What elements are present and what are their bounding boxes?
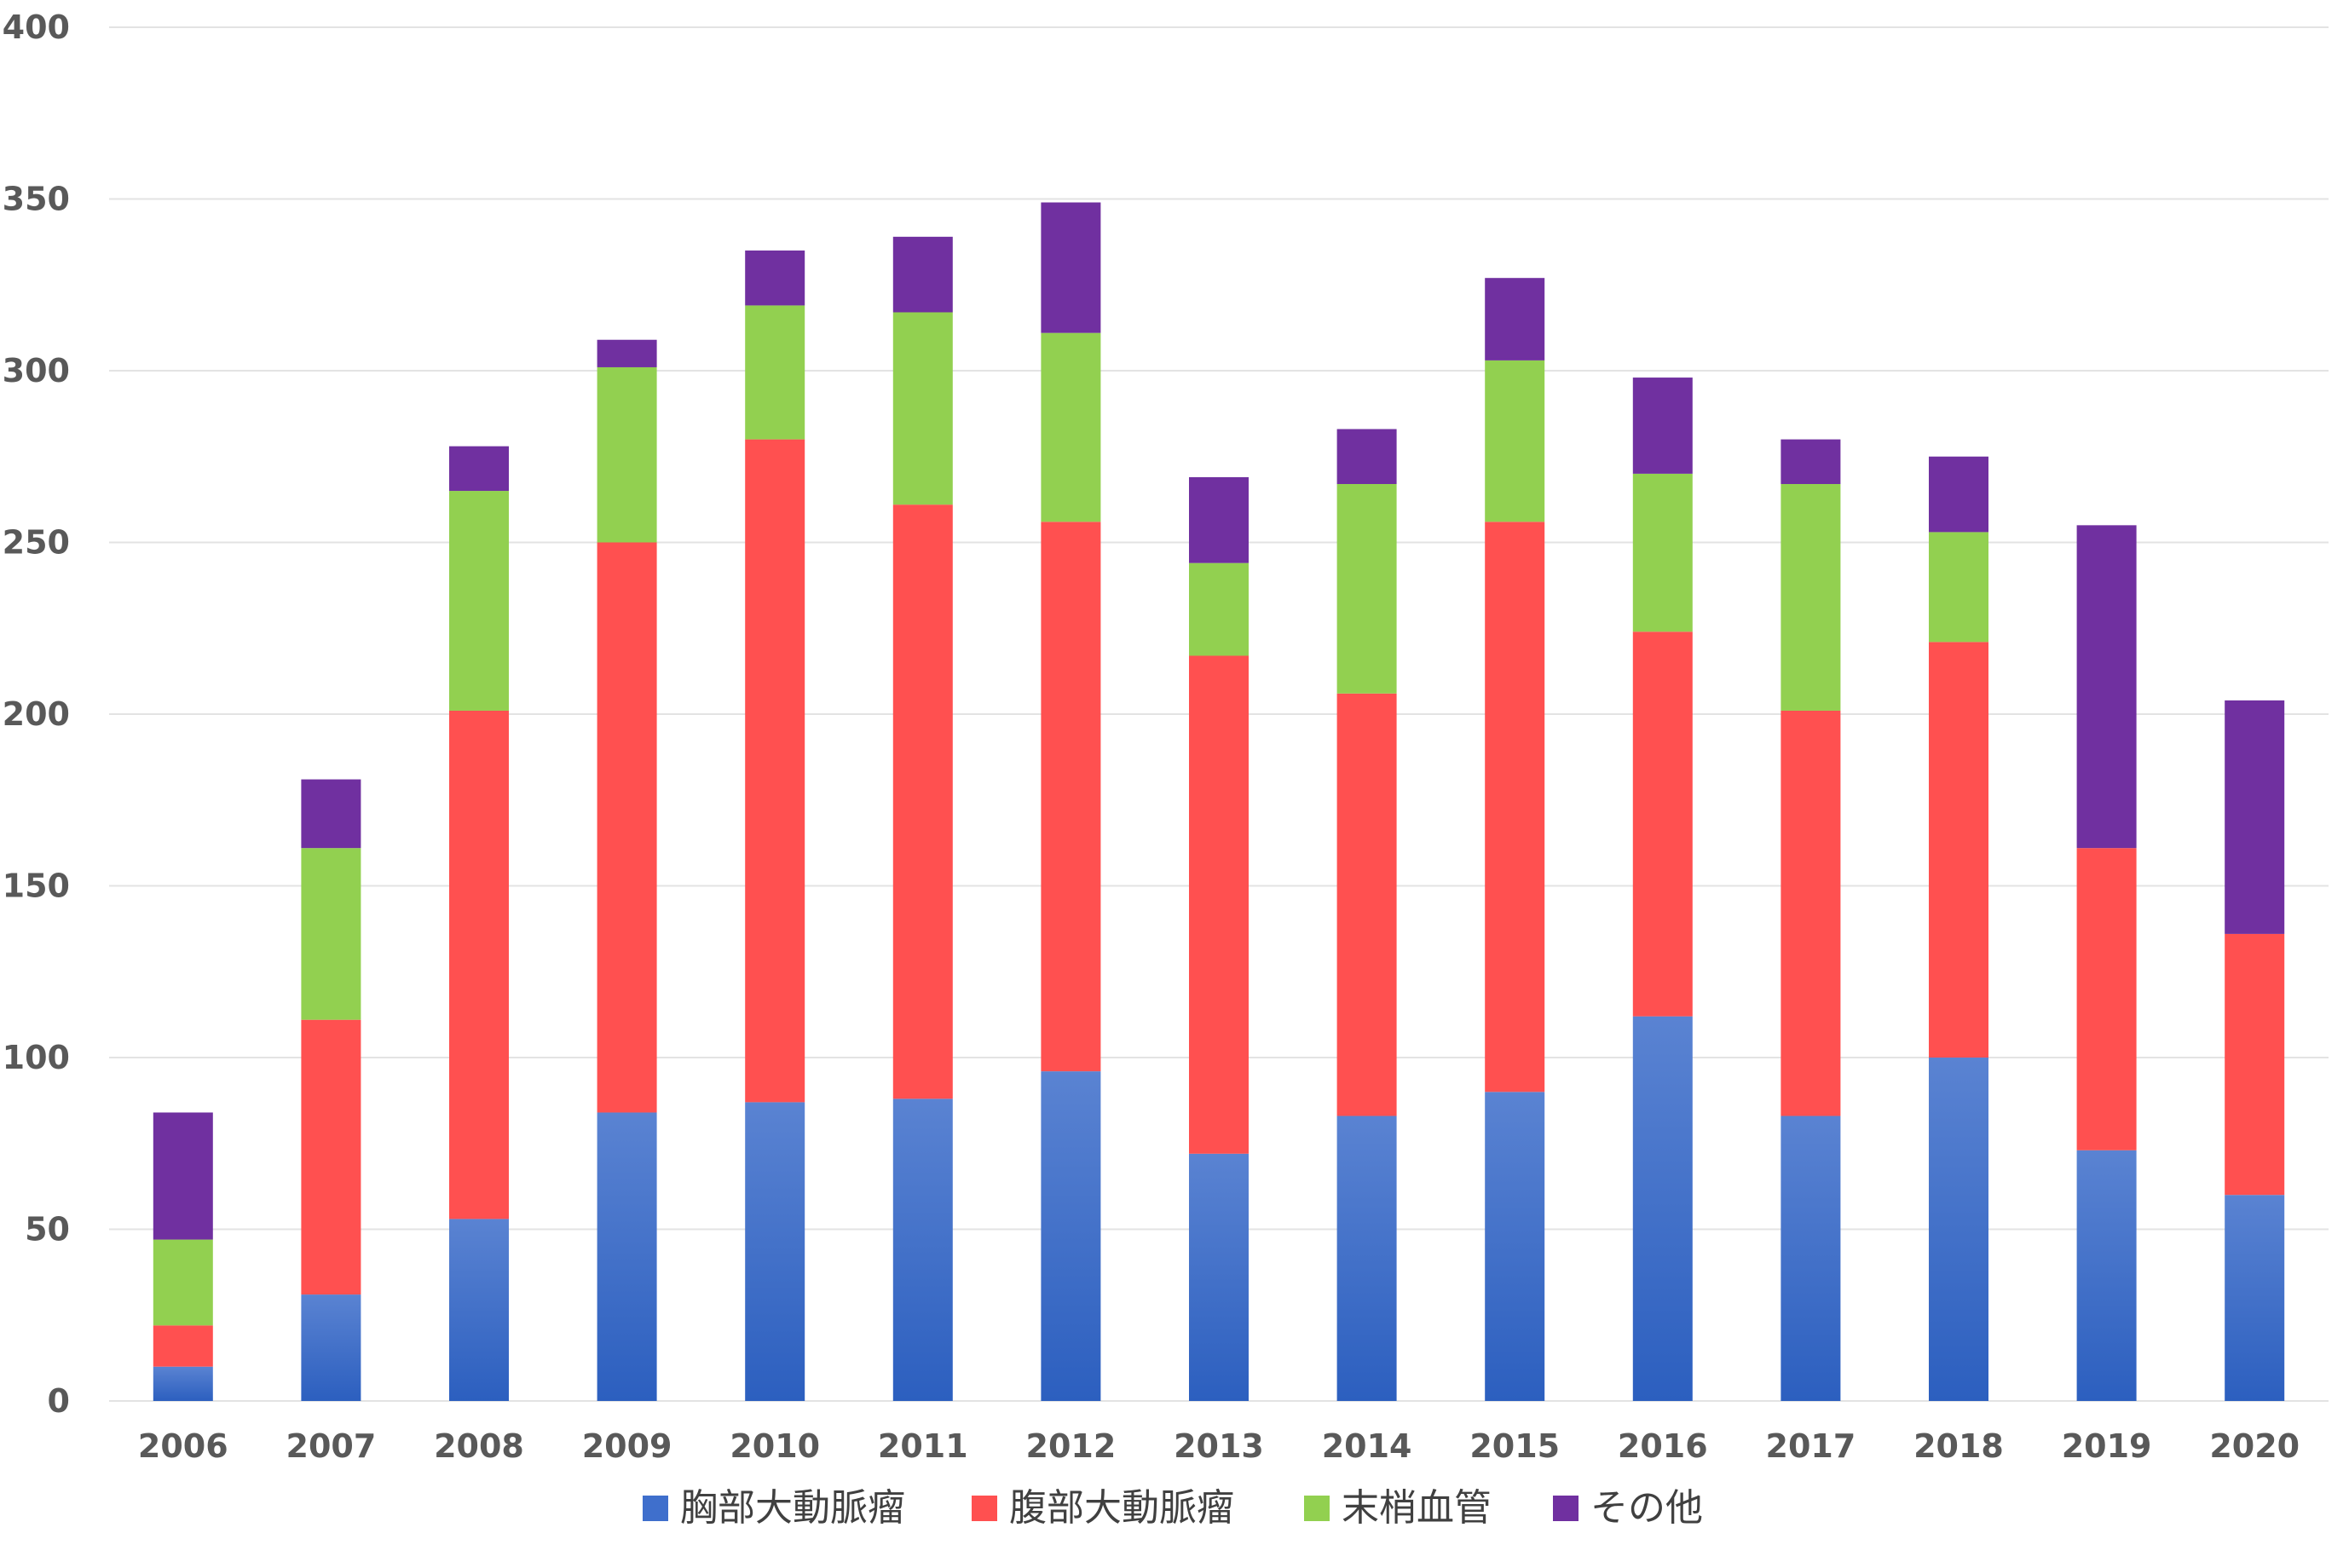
bar-segment-2009-3	[597, 366, 657, 543]
bar-segment-2008-2	[449, 710, 509, 1219]
x-tick-label: 2011	[878, 1427, 968, 1465]
y-tick-label: 0	[48, 1382, 70, 1420]
bar-segment-2015-1	[1485, 1092, 1545, 1401]
x-tick-label: 2006	[138, 1427, 228, 1465]
bar-segment-2011-2	[892, 504, 953, 1099]
bar-segment-2014-2	[1336, 693, 1397, 1116]
bar-segment-2010-1	[745, 1102, 805, 1401]
bar-segment-2007-1	[301, 1294, 361, 1401]
bar-segment-2009-4	[597, 339, 657, 367]
bar-segment-2010-3	[745, 305, 805, 440]
bar-segment-2013-3	[1189, 562, 1249, 656]
bar-segment-2007-4	[301, 779, 361, 849]
y-tick-label: 150	[3, 868, 70, 905]
bar-segment-2007-3	[301, 848, 361, 1020]
bar-segment-2012-3	[1041, 332, 1101, 522]
bar-segment-2012-4	[1041, 202, 1101, 333]
bar-segment-2014-1	[1336, 1115, 1397, 1401]
bar-segment-2012-2	[1041, 522, 1101, 1072]
bar-segment-2009-2	[597, 542, 657, 1113]
legend-label: 末梢血管	[1342, 1486, 1492, 1530]
bar-segment-2016-2	[1632, 631, 1693, 1017]
bar-segment-2012-1	[1041, 1071, 1101, 1401]
bar-segment-2017-4	[1781, 439, 1841, 484]
bar-segment-2020-1	[2225, 1195, 2285, 1401]
x-tick-label: 2013	[1174, 1427, 1264, 1465]
bar-segment-2015-4	[1485, 278, 1545, 360]
x-tick-label: 2007	[286, 1427, 377, 1465]
y-tick-label: 400	[3, 9, 70, 46]
x-tick-label: 2009	[582, 1427, 672, 1465]
bar-segment-2016-1	[1632, 1016, 1693, 1401]
bars	[153, 202, 2285, 1401]
bar-segment-2014-4	[1336, 429, 1397, 484]
x-tick-label: 2019	[2062, 1427, 2152, 1465]
legend-label: 胸部大動脈瘤	[680, 1486, 905, 1530]
y-tick-label: 350	[3, 181, 70, 218]
bar-segment-2006-3	[153, 1239, 213, 1326]
y-tick-label: 200	[3, 695, 70, 733]
bar-segment-2020-2	[2225, 933, 2285, 1196]
legend-swatch	[643, 1496, 668, 1521]
legend-swatch	[1304, 1496, 1330, 1521]
bar-segment-2019-2	[2076, 848, 2137, 1150]
bar-segment-2013-2	[1189, 655, 1249, 1154]
bar-segment-2016-3	[1632, 473, 1693, 632]
x-tick-label: 2014	[1322, 1427, 1412, 1465]
bar-segment-2011-1	[892, 1098, 953, 1401]
x-tick-label: 2008	[434, 1427, 524, 1465]
bar-segment-2008-1	[449, 1219, 509, 1401]
bar-segment-2013-1	[1189, 1153, 1249, 1401]
bar-segment-2008-3	[449, 491, 509, 711]
bar-segment-2015-2	[1485, 522, 1545, 1092]
bar-segment-2016-4	[1632, 378, 1693, 474]
bar-segment-2011-3	[892, 312, 953, 505]
bar-segment-2010-2	[745, 439, 805, 1103]
bar-segment-2017-1	[1781, 1115, 1841, 1401]
bar-segment-2015-3	[1485, 360, 1545, 522]
bar-segment-2008-4	[449, 446, 509, 492]
bar-segment-2006-2	[153, 1325, 213, 1367]
bar-segment-2006-1	[153, 1366, 213, 1401]
bar-segment-2018-4	[1929, 456, 1988, 533]
legend-swatch	[1553, 1496, 1579, 1521]
bar-segment-2010-4	[745, 250, 805, 306]
bar-segment-2006-4	[153, 1112, 213, 1240]
bar-segment-2018-1	[1929, 1058, 1988, 1401]
legend-swatch	[972, 1496, 997, 1521]
x-tick-label: 2020	[2209, 1427, 2300, 1465]
x-tick-label: 2017	[1766, 1427, 1856, 1465]
bar-segment-2018-3	[1929, 532, 1988, 643]
bar-segment-2019-4	[2076, 525, 2137, 849]
bar-segment-2018-2	[1929, 642, 1988, 1058]
bar-segment-2007-2	[301, 1019, 361, 1295]
x-tick-label: 2016	[1618, 1427, 1708, 1465]
bar-segment-2011-4	[892, 236, 953, 313]
bar-segment-2017-2	[1781, 710, 1841, 1116]
legend-label: 腹部大動脈瘤	[1009, 1486, 1234, 1530]
y-tick-label: 50	[25, 1211, 70, 1248]
legend-label: その他	[1590, 1486, 1703, 1530]
y-tick-label: 300	[3, 352, 70, 389]
bar-segment-2013-4	[1189, 476, 1249, 563]
bar-segment-2014-3	[1336, 483, 1397, 694]
x-tick-label: 2010	[730, 1427, 820, 1465]
x-tick-label: 2015	[1469, 1427, 1560, 1465]
bar-segment-2019-1	[2076, 1150, 2137, 1401]
legend: 胸部大動脈瘤 腹部大動脈瘤 末梢血管 その他	[643, 1486, 1703, 1530]
x-axis-tick-labels: 2006 2007 2008 2009 2010 2011 2012 2013 2014 2015…	[138, 1427, 2300, 1465]
y-tick-label: 100	[3, 1039, 70, 1076]
x-tick-label: 2012	[1026, 1427, 1117, 1465]
y-axis-tick-labels: 0 50 100 150 200 250 300 350 400	[3, 9, 70, 1420]
bar-segment-2017-3	[1781, 483, 1841, 711]
x-tick-label: 2018	[1913, 1427, 2004, 1465]
y-tick-label: 250	[3, 524, 70, 562]
bar-segment-2009-1	[597, 1112, 657, 1401]
bar-segment-2020-4	[2225, 700, 2285, 934]
